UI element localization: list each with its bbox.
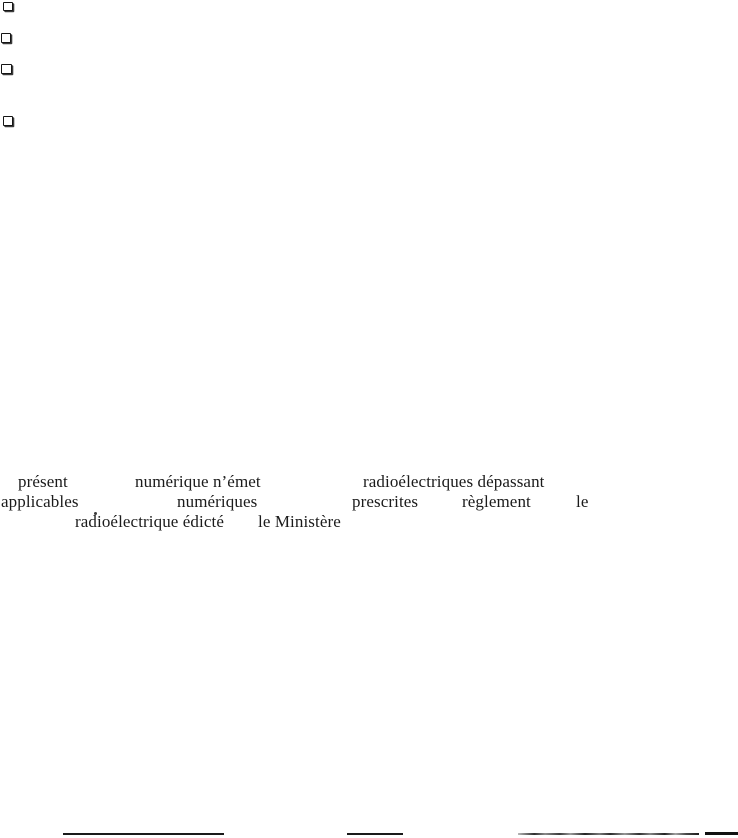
bottom-rule-segment (63, 833, 224, 835)
checkbox-bullet-icon (3, 2, 13, 11)
text-fragment: règlement (462, 492, 531, 511)
checkbox-bullet-icon (3, 116, 13, 126)
bottom-rule-segment (347, 833, 403, 835)
text-fragment: numérique n’émet (135, 472, 261, 491)
scan-speck (94, 512, 97, 515)
text-fragment: le (576, 492, 589, 511)
text-fragment: prescrites (352, 492, 419, 511)
text-fragment: applicables (1, 492, 79, 511)
checkbox-bullet-icon (1, 64, 12, 74)
text-fragment: numériques (177, 492, 258, 511)
text-fragment: présent (18, 472, 68, 491)
text-fragment: radioélectriques dépassant (363, 472, 545, 491)
checkbox-bullet-icon (1, 33, 11, 43)
bottom-rule-segment (518, 833, 699, 835)
bottom-rule-segment (705, 832, 738, 835)
text-fragment: radioélectrique édicté (75, 512, 224, 531)
text-fragment: le Ministère (258, 512, 341, 531)
